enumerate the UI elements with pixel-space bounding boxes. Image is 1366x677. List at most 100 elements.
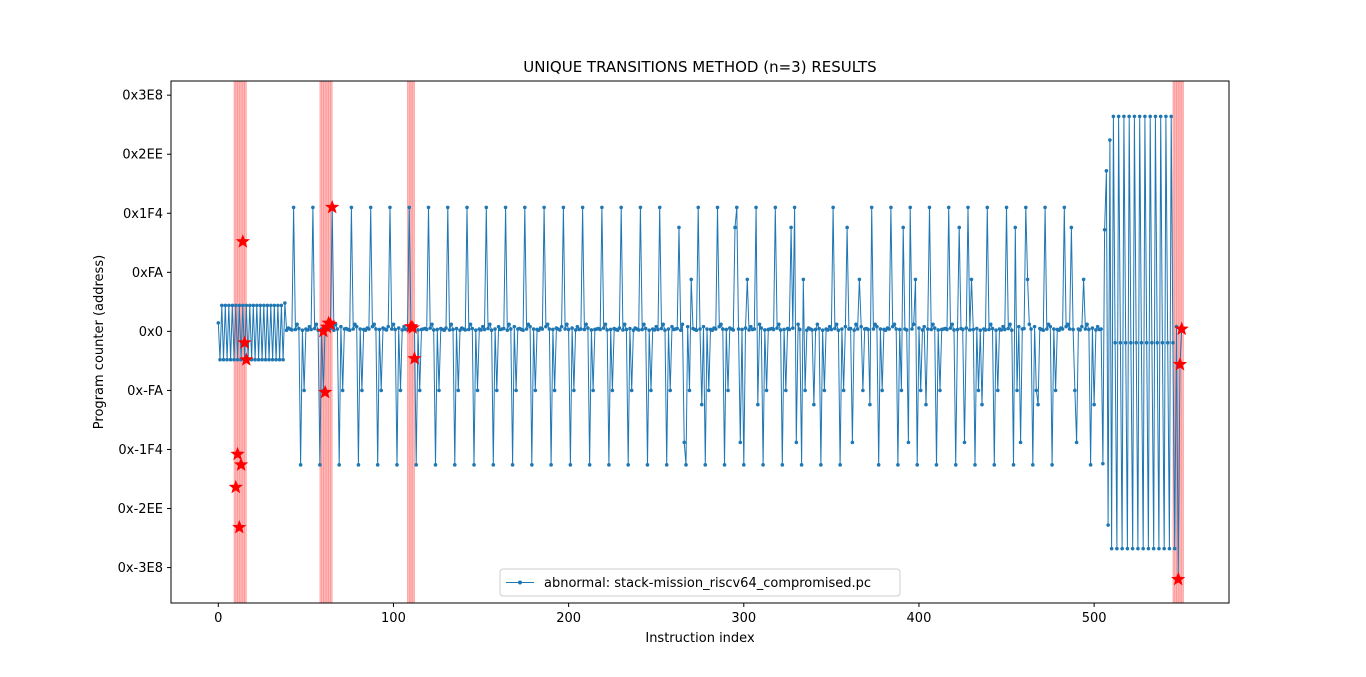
series-point bbox=[701, 324, 706, 329]
y-tick-label: 0xFA bbox=[132, 266, 163, 281]
series-point bbox=[822, 388, 827, 393]
series-point bbox=[685, 324, 690, 329]
series-point bbox=[1139, 340, 1144, 345]
series-point bbox=[1087, 327, 1091, 332]
series-point bbox=[1127, 114, 1131, 119]
series-point bbox=[258, 303, 263, 308]
series-point bbox=[255, 303, 259, 308]
anomaly-markers bbox=[228, 199, 1189, 586]
series-point bbox=[868, 402, 872, 407]
series-point bbox=[1009, 328, 1014, 332]
series-point bbox=[428, 326, 433, 330]
series-point bbox=[1095, 324, 1100, 329]
series-point bbox=[976, 388, 981, 393]
series-point bbox=[1053, 388, 1058, 393]
series-point bbox=[894, 327, 898, 331]
series-point bbox=[1090, 326, 1095, 330]
series-point bbox=[990, 326, 995, 331]
x-tick-label: 500 bbox=[1082, 611, 1107, 626]
legend: abnormal: stack-mission_riscv64_compromi… bbox=[499, 568, 901, 597]
series-point bbox=[622, 322, 627, 327]
series-point bbox=[568, 463, 573, 467]
series-point bbox=[812, 402, 816, 407]
series-point bbox=[225, 357, 229, 362]
series-point bbox=[414, 463, 419, 467]
series-point bbox=[480, 324, 485, 329]
y-tick-label: 0x-2EE bbox=[118, 502, 163, 517]
series-point bbox=[666, 327, 671, 331]
series-point bbox=[384, 328, 389, 332]
anomaly-star bbox=[1171, 571, 1186, 586]
series-point bbox=[375, 463, 380, 467]
series-point bbox=[819, 463, 823, 467]
series-point bbox=[670, 324, 674, 329]
series-point bbox=[740, 327, 744, 332]
series-point bbox=[978, 328, 983, 332]
series-point bbox=[573, 328, 578, 332]
series-point bbox=[815, 322, 820, 327]
series-point bbox=[929, 327, 934, 332]
series-point bbox=[449, 322, 454, 327]
series-point bbox=[241, 303, 245, 308]
series-point bbox=[298, 463, 303, 467]
series-point bbox=[1101, 461, 1105, 466]
series-point bbox=[798, 327, 802, 332]
series-point bbox=[1130, 546, 1135, 551]
series-point bbox=[335, 327, 340, 331]
series-point bbox=[687, 388, 692, 393]
series-point bbox=[647, 328, 652, 332]
series-point bbox=[1144, 340, 1149, 345]
series-point bbox=[763, 328, 767, 332]
series-point bbox=[869, 205, 874, 210]
series-point bbox=[1099, 327, 1103, 331]
x-tick-label: 100 bbox=[381, 611, 406, 626]
series-point bbox=[1157, 546, 1161, 551]
series-point bbox=[351, 327, 355, 331]
series-point bbox=[1032, 324, 1037, 329]
series-point bbox=[484, 205, 489, 210]
series-point bbox=[216, 321, 221, 325]
series-point bbox=[917, 326, 921, 330]
anomaly-star bbox=[239, 352, 254, 366]
series-point bbox=[295, 322, 299, 327]
series-point bbox=[349, 205, 354, 210]
series-point bbox=[936, 328, 941, 332]
anomaly-star bbox=[407, 351, 422, 365]
series-point bbox=[279, 303, 284, 308]
anomaly-star bbox=[405, 320, 420, 334]
series-point bbox=[938, 388, 942, 393]
series-point bbox=[719, 322, 723, 327]
series-point bbox=[640, 327, 644, 332]
series-point bbox=[1123, 340, 1128, 345]
series-point bbox=[277, 357, 282, 362]
series-point bbox=[899, 388, 904, 393]
series-point bbox=[836, 328, 841, 332]
series-point bbox=[388, 205, 392, 210]
series-point bbox=[1013, 225, 1018, 230]
series-point bbox=[1083, 327, 1088, 331]
series-point bbox=[652, 328, 657, 332]
series-point bbox=[875, 324, 879, 329]
series-point bbox=[580, 205, 585, 210]
series-point bbox=[488, 322, 492, 327]
series-point bbox=[887, 327, 891, 331]
series-point bbox=[621, 328, 625, 332]
series-point bbox=[649, 388, 653, 393]
series-point bbox=[829, 327, 834, 332]
series-point bbox=[699, 402, 704, 407]
series-point bbox=[1017, 324, 1021, 329]
series-point bbox=[850, 440, 855, 445]
series-point bbox=[470, 326, 475, 331]
series-point bbox=[967, 328, 972, 332]
series-point bbox=[563, 327, 567, 331]
series-point bbox=[780, 463, 785, 467]
series-point bbox=[896, 463, 900, 467]
series-point bbox=[1104, 168, 1109, 173]
series-point bbox=[957, 225, 962, 230]
series-point bbox=[290, 328, 294, 332]
series-point bbox=[810, 328, 814, 332]
series-point bbox=[748, 324, 753, 329]
series-point bbox=[391, 322, 396, 327]
series-point bbox=[570, 326, 574, 330]
series-point bbox=[791, 326, 795, 330]
